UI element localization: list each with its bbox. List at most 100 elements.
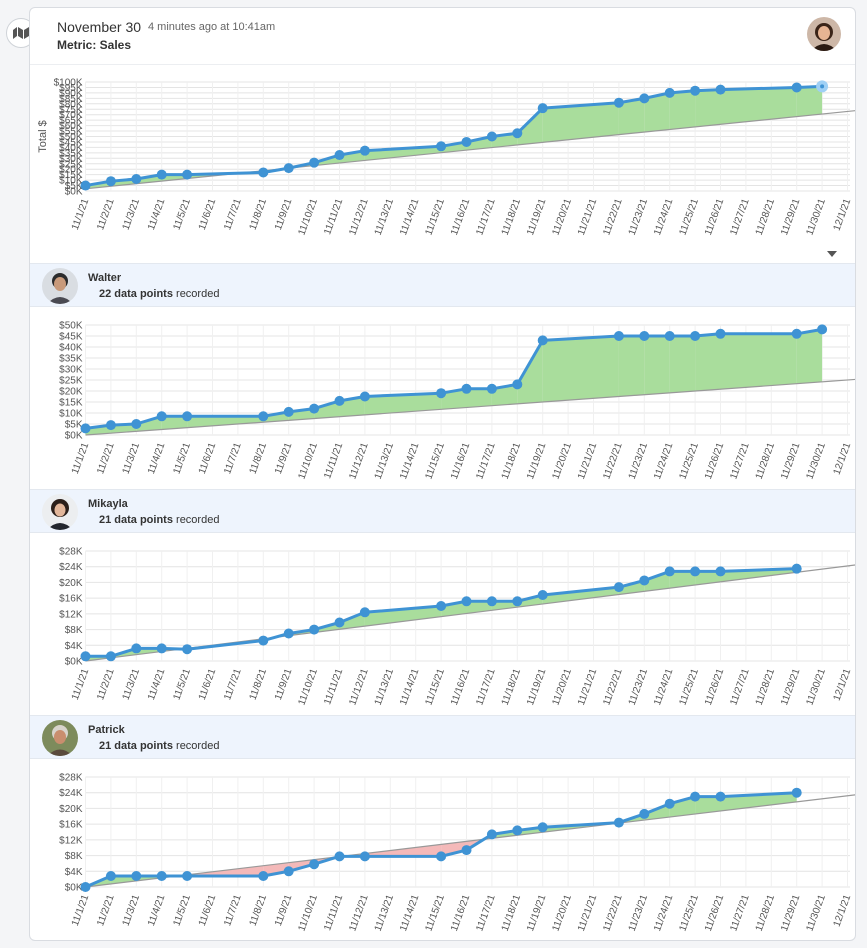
data-point[interactable]	[258, 411, 269, 422]
x-tick-label: 11/27/21	[728, 893, 752, 933]
data-point[interactable]	[436, 388, 447, 399]
caret-down-icon[interactable]	[827, 251, 837, 257]
area-fill	[491, 384, 518, 406]
data-point[interactable]	[436, 851, 447, 862]
data-point[interactable]	[690, 566, 701, 577]
data-point[interactable]	[715, 791, 726, 802]
data-point[interactable]	[486, 131, 497, 142]
data-point[interactable]	[334, 851, 345, 862]
data-point[interactable]	[80, 882, 91, 892]
data-point[interactable]	[283, 628, 294, 639]
data-point[interactable]	[791, 787, 802, 798]
data-point[interactable]	[105, 871, 116, 881]
data-point[interactable]	[283, 163, 294, 174]
x-tick-label: 11/30/21	[805, 197, 829, 237]
data-point[interactable]	[309, 859, 320, 870]
x-tick-label: 11/1/21	[70, 667, 92, 702]
x-tick-label: 11/8/21	[248, 893, 270, 928]
x-tick-label: 11/13/21	[373, 893, 397, 933]
data-point[interactable]	[436, 141, 447, 152]
data-point[interactable]	[156, 871, 167, 881]
data-point[interactable]	[715, 84, 726, 95]
data-point[interactable]	[258, 635, 269, 646]
data-point[interactable]	[309, 624, 320, 635]
walter-chart: $0K$5K$10K$15K$20K$25K$30K$35K$40K$45K$5…	[59, 321, 855, 481]
data-point[interactable]	[791, 328, 802, 339]
data-point[interactable]	[791, 563, 802, 574]
data-point[interactable]	[156, 169, 167, 180]
data-point[interactable]	[461, 136, 472, 147]
data-point[interactable]	[664, 566, 675, 577]
data-point[interactable]	[820, 84, 825, 89]
x-tick-label: 11/14/21	[398, 441, 422, 481]
data-point[interactable]	[664, 331, 675, 341]
data-point[interactable]	[182, 169, 193, 180]
data-point[interactable]	[156, 643, 167, 654]
data-point[interactable]	[512, 596, 523, 607]
data-point[interactable]	[182, 411, 193, 422]
data-point[interactable]	[639, 331, 650, 341]
data-point[interactable]	[80, 423, 91, 434]
data-point[interactable]	[309, 403, 320, 414]
data-point[interactable]	[258, 871, 269, 881]
data-point[interactable]	[690, 331, 701, 341]
data-point[interactable]	[461, 383, 472, 394]
data-point[interactable]	[105, 420, 116, 431]
data-point[interactable]	[359, 851, 370, 862]
data-point[interactable]	[80, 180, 91, 191]
data-point[interactable]	[664, 87, 675, 98]
data-point[interactable]	[690, 791, 701, 802]
data-point[interactable]	[309, 157, 320, 168]
x-tick-label: 11/9/21	[273, 197, 295, 232]
area-fill	[339, 150, 365, 164]
data-point[interactable]	[359, 145, 370, 156]
data-point[interactable]	[105, 176, 116, 187]
data-point[interactable]	[639, 808, 650, 819]
data-point[interactable]	[537, 335, 548, 346]
data-point[interactable]	[639, 575, 650, 586]
data-point[interactable]	[461, 596, 472, 607]
data-point[interactable]	[436, 601, 447, 611]
data-point[interactable]	[486, 596, 497, 607]
data-point[interactable]	[283, 406, 294, 417]
data-point[interactable]	[486, 829, 497, 840]
data-point[interactable]	[613, 97, 624, 108]
data-point[interactable]	[512, 128, 523, 139]
data-point[interactable]	[182, 644, 193, 655]
data-point[interactable]	[80, 651, 91, 662]
data-point[interactable]	[334, 150, 345, 161]
data-point[interactable]	[537, 822, 548, 833]
data-point[interactable]	[258, 167, 269, 178]
data-point[interactable]	[461, 845, 472, 856]
data-point[interactable]	[715, 328, 726, 339]
data-point[interactable]	[486, 383, 497, 394]
data-point[interactable]	[131, 419, 142, 429]
data-point[interactable]	[334, 395, 345, 406]
data-point[interactable]	[664, 798, 675, 809]
data-point[interactable]	[512, 379, 523, 390]
data-point[interactable]	[537, 103, 548, 114]
data-point[interactable]	[283, 866, 294, 877]
data-point[interactable]	[334, 617, 345, 628]
data-point[interactable]	[156, 411, 167, 422]
data-point[interactable]	[131, 174, 142, 185]
data-point[interactable]	[537, 590, 548, 600]
y-tick-label: $30K	[59, 365, 83, 376]
x-tick-label: 11/25/21	[678, 441, 702, 481]
data-point[interactable]	[182, 871, 193, 881]
avatar[interactable]	[807, 17, 841, 51]
data-point[interactable]	[613, 817, 624, 828]
data-point[interactable]	[690, 85, 701, 96]
data-point[interactable]	[715, 566, 726, 577]
data-point[interactable]	[639, 93, 650, 104]
data-point[interactable]	[359, 391, 370, 402]
data-point[interactable]	[817, 324, 828, 335]
data-point[interactable]	[791, 82, 802, 93]
data-point[interactable]	[512, 825, 523, 836]
data-point[interactable]	[359, 607, 370, 618]
data-point[interactable]	[131, 643, 142, 654]
data-point[interactable]	[131, 871, 142, 881]
data-point[interactable]	[613, 331, 624, 341]
data-point[interactable]	[105, 651, 116, 662]
data-point[interactable]	[613, 582, 624, 593]
